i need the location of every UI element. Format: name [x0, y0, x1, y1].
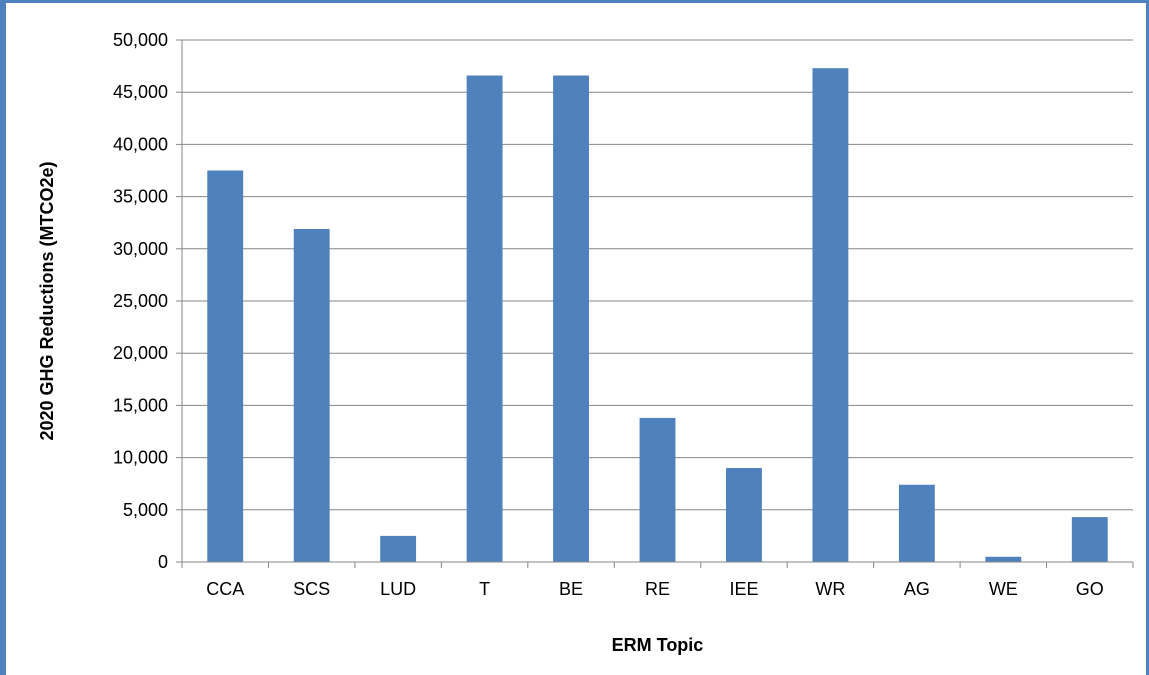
y-tick-label: 35,000: [113, 187, 168, 207]
bar-go: [1071, 517, 1108, 562]
y-tick-label: 50,000: [113, 30, 168, 50]
x-axis-title: ERM Topic: [612, 635, 704, 655]
x-tick-label: WE: [989, 579, 1018, 599]
bar-cca: [207, 170, 244, 562]
x-tick-label: WR: [815, 579, 845, 599]
y-tick-label: 30,000: [113, 239, 168, 259]
y-tick-label: 25,000: [113, 291, 168, 311]
x-tick-label: LUD: [380, 579, 416, 599]
x-tick-label: SCS: [293, 579, 330, 599]
y-tick-label: 10,000: [113, 448, 168, 468]
y-tick-label: 0: [158, 552, 168, 572]
y-tick-label: 15,000: [113, 395, 168, 415]
x-tick-label: IEE: [729, 579, 758, 599]
x-tick-label: BE: [559, 579, 583, 599]
y-tick-label: 5,000: [123, 500, 168, 520]
bar-t: [466, 75, 503, 562]
x-tick-label: CCA: [206, 579, 244, 599]
bar-ag: [898, 484, 935, 562]
bar-scs: [293, 228, 330, 563]
y-tick-label: 45,000: [113, 82, 168, 102]
bar-wr: [812, 68, 849, 563]
x-tick-label: RE: [645, 579, 670, 599]
x-tick-label: AG: [904, 579, 930, 599]
bars: [207, 68, 1108, 563]
x-tick-labels: CCA SCS LUD T BE RE IEE WR AG WE GO: [181, 562, 1134, 599]
x-tick-label: T: [479, 579, 490, 599]
bar-re: [639, 417, 676, 562]
y-axis-title: 2020 GHG Reductions (MTCO2e): [37, 161, 57, 440]
bar-we: [985, 556, 1022, 562]
gridlines: [182, 39, 1133, 511]
bar-be: [553, 75, 589, 562]
x-tick-label: GO: [1076, 579, 1104, 599]
bar-iee: [726, 468, 762, 562]
y-tick-label: 20,000: [113, 343, 168, 363]
y-tick-labels: 0 5,000 10,000 15,000 20,000 25,000 30,000 35,0…: [113, 30, 182, 572]
bar-lud: [380, 535, 417, 562]
y-tick-label: 40,000: [113, 134, 168, 154]
